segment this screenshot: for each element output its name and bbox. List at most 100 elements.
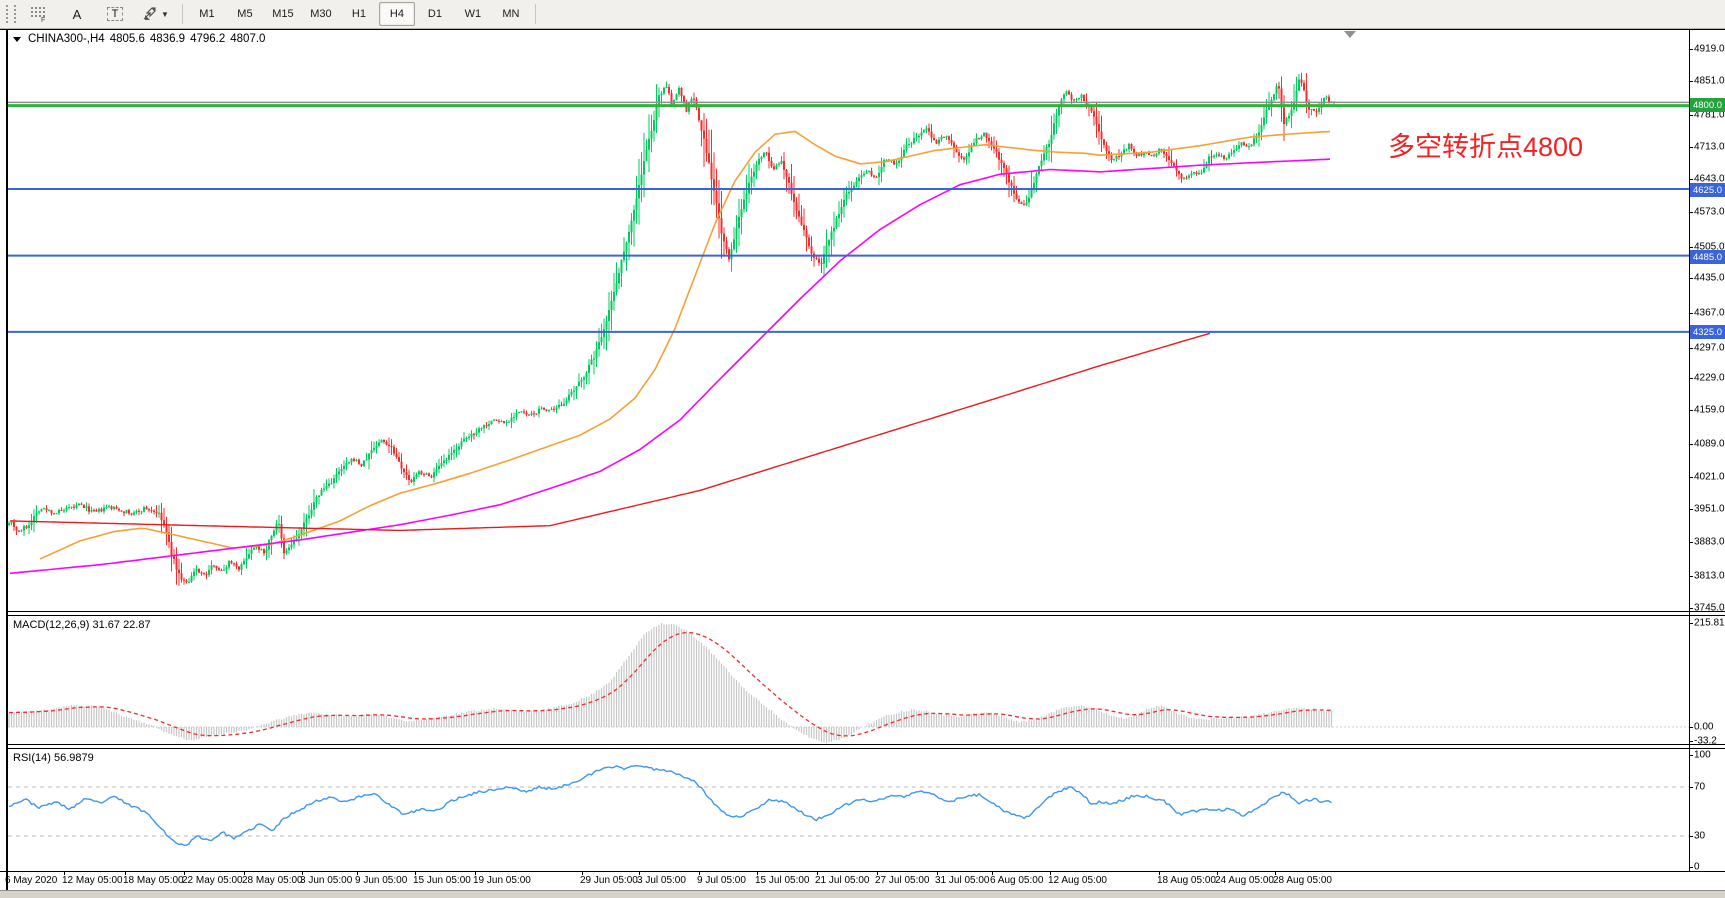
time-axis-tick xyxy=(64,871,65,875)
cursor-arrows-tool-button[interactable]: ▼ xyxy=(135,2,176,26)
price-axis-label: 4781.0 xyxy=(1694,109,1725,121)
price-axis-label: 4713.0 xyxy=(1694,141,1725,153)
price-axis-tick xyxy=(1689,247,1693,248)
grid-f-icon: F xyxy=(31,7,45,22)
timeframe-button-h4[interactable]: H4 xyxy=(378,2,415,26)
price-line-badge: 4485.0 xyxy=(1690,250,1725,264)
price-axis-label: -33.2 xyxy=(1694,735,1717,747)
price-axis-tick xyxy=(1689,313,1693,314)
time-axis-label: 31 Jul 05:00 xyxy=(935,875,990,886)
time-axis-label: 29 Jun 05:00 xyxy=(580,875,638,886)
time-axis-label: 21 Jul 05:00 xyxy=(815,875,870,886)
text-box-tool-button[interactable]: T xyxy=(97,2,133,26)
time-axis-tick xyxy=(125,871,126,875)
time-axis-tick xyxy=(357,871,358,875)
toolbar-separator xyxy=(181,4,183,24)
price-line-badge: 4625.0 xyxy=(1690,183,1725,197)
timeframe-group: M1 M5 M15 M30 H1 H4 D1 W1 MN xyxy=(188,2,530,26)
low-value: 4796.2 xyxy=(190,33,226,45)
price-axis-label: 4159.0 xyxy=(1694,404,1725,416)
grid-f-tool-button[interactable]: F xyxy=(21,2,57,26)
time-axis-tick xyxy=(992,871,993,875)
time-axis-label: 18 May 05:00 xyxy=(123,875,184,886)
time-axis-tick xyxy=(757,871,758,875)
price-axis-tick xyxy=(1689,179,1693,180)
arrows-icon xyxy=(143,7,156,20)
price-axis-label: 0.00 xyxy=(1694,721,1714,733)
time-axis-label: 24 Aug 05:00 xyxy=(1215,875,1274,886)
price-axis-label: 215.81 xyxy=(1694,617,1725,629)
timeframe-button-m30[interactable]: M30 xyxy=(310,8,332,20)
price-axis-tick xyxy=(1689,115,1693,116)
price-axis-tick xyxy=(1689,477,1693,478)
time-axis-tick xyxy=(1275,871,1276,875)
price-axis-tick xyxy=(1689,787,1693,788)
toolbar-grip[interactable] xyxy=(6,5,16,23)
time-axis-label: 28 May 05:00 xyxy=(242,875,303,886)
time-axis-label: 3 Jul 05:00 xyxy=(637,875,686,886)
timeframe-button-d1[interactable]: D1 xyxy=(427,8,442,20)
time-axis-label: 28 Aug 05:00 xyxy=(1273,875,1332,886)
time-axis-tick xyxy=(415,871,416,875)
price-axis-tick xyxy=(1689,755,1693,756)
timeframe-button-h1[interactable]: H1 xyxy=(351,8,366,20)
price-annotation-text: 多空转折点4800 xyxy=(1388,132,1584,162)
open-value: 4805.6 xyxy=(109,33,145,45)
time-axis-tick xyxy=(184,871,185,875)
chart-shift-marker[interactable] xyxy=(1344,31,1356,38)
text-label-tool-button[interactable]: A xyxy=(72,6,82,22)
price-axis-label: 0 xyxy=(1694,861,1700,873)
time-axis-label: 9 Jun 05:00 xyxy=(355,875,408,886)
price-axis-tick xyxy=(1689,623,1693,624)
price-axis-tick xyxy=(1689,378,1693,379)
pane-separator-2[interactable] xyxy=(6,744,1725,745)
chart-top-border xyxy=(0,29,1725,30)
price-axis-label: 4367.0 xyxy=(1694,307,1725,319)
timeframe-button-m15[interactable]: M15 xyxy=(272,8,294,20)
time-axis-label: 22 May 05:00 xyxy=(182,875,243,886)
timeframe-button-mn[interactable]: MN xyxy=(502,8,520,20)
chart-left-border xyxy=(6,29,8,890)
price-axis-label: 100 xyxy=(1694,749,1711,761)
price-axis-tick xyxy=(1689,49,1693,50)
price-axis-tick xyxy=(1689,576,1693,577)
plot-right-border xyxy=(1689,29,1690,871)
timeframe-button-m1[interactable]: M1 xyxy=(199,8,215,20)
price-axis-label: 4851.0 xyxy=(1694,75,1725,87)
price-axis-label: 3951.0 xyxy=(1694,503,1725,515)
price-axis-tick xyxy=(1689,212,1693,213)
pane-separator-2b[interactable] xyxy=(6,748,1725,749)
dropdown-caret-icon: ▼ xyxy=(161,9,169,19)
timeframe-button-m5[interactable]: M5 xyxy=(237,8,253,20)
chart-ohlc-title: CHINA300-,H4 4805.6 4836.9 4796.2 4807.0 xyxy=(13,33,265,45)
toolbar-separator-2 xyxy=(534,4,536,24)
time-axis-tick xyxy=(1050,871,1051,875)
rsi-value: 56.9879 xyxy=(53,752,94,764)
price-axis-label: 4573.0 xyxy=(1694,206,1725,218)
time-axis-tick xyxy=(475,871,476,875)
time-axis-label: 9 Jul 05:00 xyxy=(697,875,746,886)
price-axis-label: 4435.0 xyxy=(1694,272,1725,284)
price-axis-tick xyxy=(1689,348,1693,349)
price-axis-label: 4643.0 xyxy=(1694,173,1725,185)
close-value: 4807.0 xyxy=(230,33,266,45)
time-axis-label: 3 Jun 05:00 xyxy=(300,875,353,886)
time-axis-tick xyxy=(937,871,938,875)
pane-separator-1b[interactable] xyxy=(6,615,1725,616)
symbol-dropdown-icon[interactable] xyxy=(13,36,21,42)
price-line-badge: 4800.0 xyxy=(1690,98,1725,112)
pane-separator-1[interactable] xyxy=(6,611,1725,612)
timeframe-button-w1[interactable]: W1 xyxy=(464,8,482,20)
time-axis-label: 27 Jul 05:00 xyxy=(875,875,930,886)
time-axis-tick xyxy=(817,871,818,875)
time-axis-label: 15 Jun 05:00 xyxy=(413,875,471,886)
time-axis-border xyxy=(0,871,1725,872)
time-axis-tick xyxy=(877,871,878,875)
time-axis-label: 6 May 2020 xyxy=(5,875,58,886)
price-axis-label: 70 xyxy=(1694,781,1706,793)
price-axis-tick xyxy=(1689,81,1693,82)
price-axis-label: 3883.0 xyxy=(1694,536,1725,548)
time-axis-label: 12 May 05:00 xyxy=(62,875,123,886)
time-axis-tick xyxy=(302,871,303,875)
